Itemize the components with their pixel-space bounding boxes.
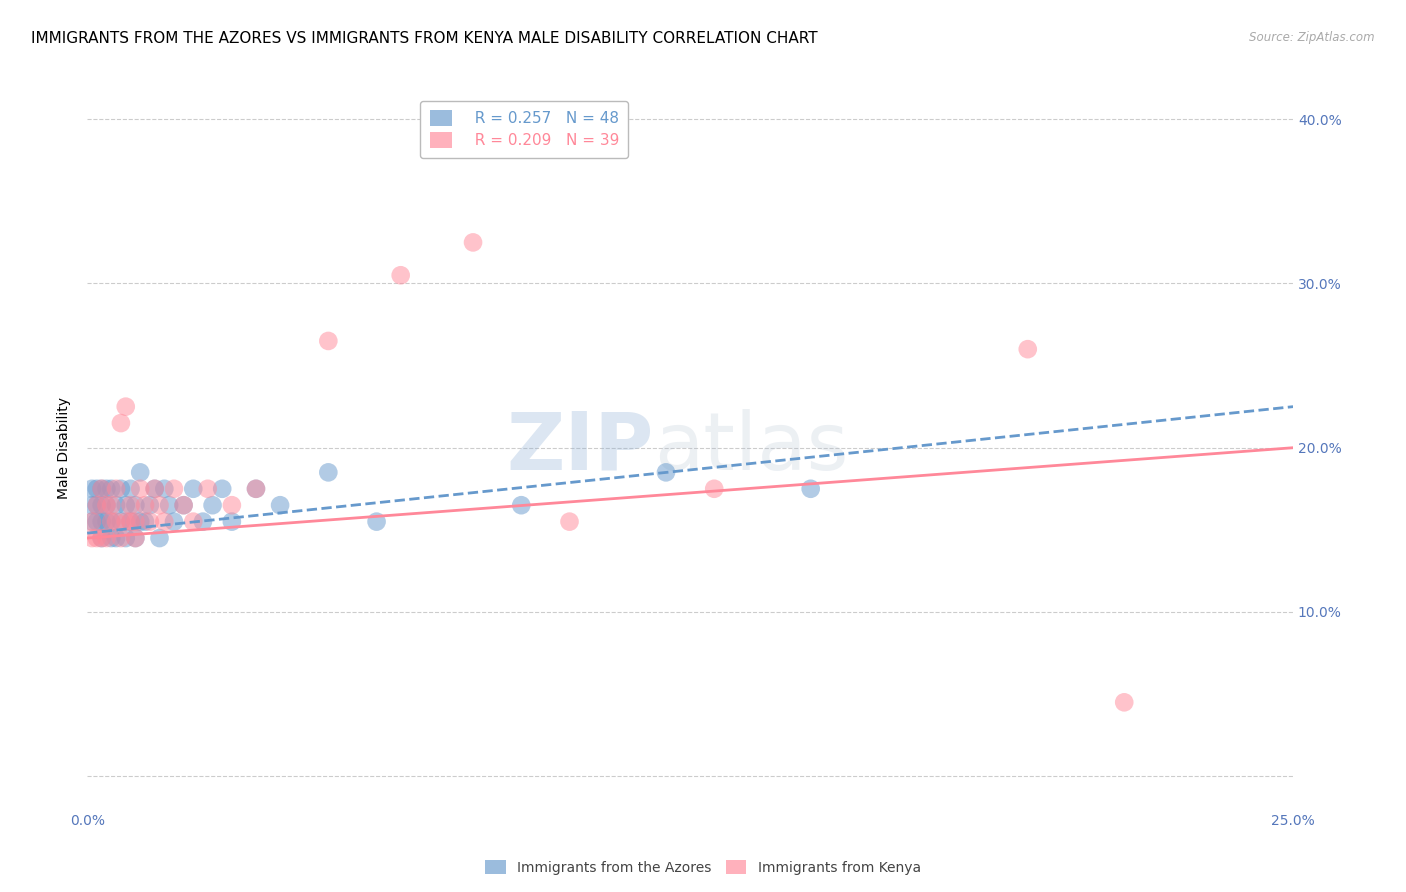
Point (80, 482, 103, 496)
Point (90, 531, 112, 545)
Point (318, 334, 340, 348)
Point (221, 515, 243, 529)
Point (173, 498, 195, 512)
Point (100, 515, 122, 529)
Text: IMMIGRANTS FROM THE AZORES VS IMMIGRANTS FROM KENYA MALE DISABILITY CORRELATION : IMMIGRANTS FROM THE AZORES VS IMMIGRANTS… (31, 31, 817, 46)
Point (86, 515, 108, 529)
Text: ZIP: ZIP (506, 409, 654, 487)
Point (191, 515, 214, 529)
Point (86, 498, 108, 512)
Point (105, 531, 128, 545)
Point (100, 531, 122, 545)
Legend:   R = 0.257   N = 48,   R = 0.209   N = 39: R = 0.257 N = 48, R = 0.209 N = 39 (420, 101, 628, 158)
Point (389, 268, 412, 283)
Point (181, 515, 204, 529)
Point (153, 482, 176, 496)
Legend: Immigrants from the Azores, Immigrants from Kenya: Immigrants from the Azores, Immigrants f… (479, 855, 927, 880)
Point (96, 498, 118, 512)
Point (269, 498, 291, 512)
Point (110, 531, 132, 545)
Point (148, 531, 170, 545)
Point (163, 515, 186, 529)
Point (100, 515, 122, 529)
Point (96, 498, 118, 512)
Point (105, 498, 128, 512)
Point (90, 498, 112, 512)
Point (139, 515, 162, 529)
Point (703, 482, 725, 496)
Point (800, 482, 823, 496)
Point (96, 482, 118, 496)
Point (124, 498, 146, 512)
Y-axis label: Male Disability: Male Disability (58, 397, 72, 499)
Point (143, 482, 166, 496)
Point (110, 515, 132, 529)
Point (148, 498, 170, 512)
Point (105, 482, 128, 496)
Point (143, 482, 166, 496)
Point (221, 498, 243, 512)
Point (114, 498, 136, 512)
Point (1017, 342, 1039, 356)
Point (173, 498, 195, 512)
Text: atlas: atlas (654, 409, 848, 487)
Point (201, 498, 224, 512)
Text: Source: ZipAtlas.com: Source: ZipAtlas.com (1250, 31, 1375, 45)
Point (153, 515, 176, 529)
Point (86, 498, 108, 512)
Point (245, 482, 267, 496)
Point (129, 482, 152, 496)
Point (197, 482, 219, 496)
Point (90, 531, 112, 545)
Point (105, 515, 128, 529)
Point (163, 482, 186, 496)
Point (96, 531, 118, 545)
Point (139, 498, 162, 512)
Point (510, 498, 533, 512)
Point (124, 531, 146, 545)
Point (80, 531, 103, 545)
Point (100, 498, 122, 512)
Point (114, 515, 136, 529)
Point (461, 235, 484, 250)
Point (120, 515, 142, 529)
Point (114, 531, 136, 545)
Point (90, 482, 112, 496)
Point (80, 515, 103, 529)
Point (366, 515, 388, 529)
Point (245, 482, 267, 496)
Point (655, 466, 678, 480)
Point (134, 515, 156, 529)
Point (318, 466, 340, 480)
Point (157, 498, 180, 512)
Point (80, 515, 103, 529)
Point (86, 482, 108, 496)
Point (86, 531, 108, 545)
Point (90, 515, 112, 529)
Point (120, 498, 142, 512)
Point (124, 531, 146, 545)
Point (96, 515, 118, 529)
Point (114, 400, 136, 414)
Point (181, 482, 204, 496)
Point (558, 515, 581, 529)
Point (100, 482, 122, 496)
Point (120, 482, 142, 496)
Point (110, 482, 132, 496)
Point (134, 498, 156, 512)
Point (110, 416, 132, 430)
Point (1114, 695, 1136, 709)
Point (124, 515, 146, 529)
Point (211, 482, 233, 496)
Point (129, 515, 152, 529)
Point (90, 482, 112, 496)
Point (80, 498, 103, 512)
Point (129, 466, 152, 480)
Point (120, 515, 142, 529)
